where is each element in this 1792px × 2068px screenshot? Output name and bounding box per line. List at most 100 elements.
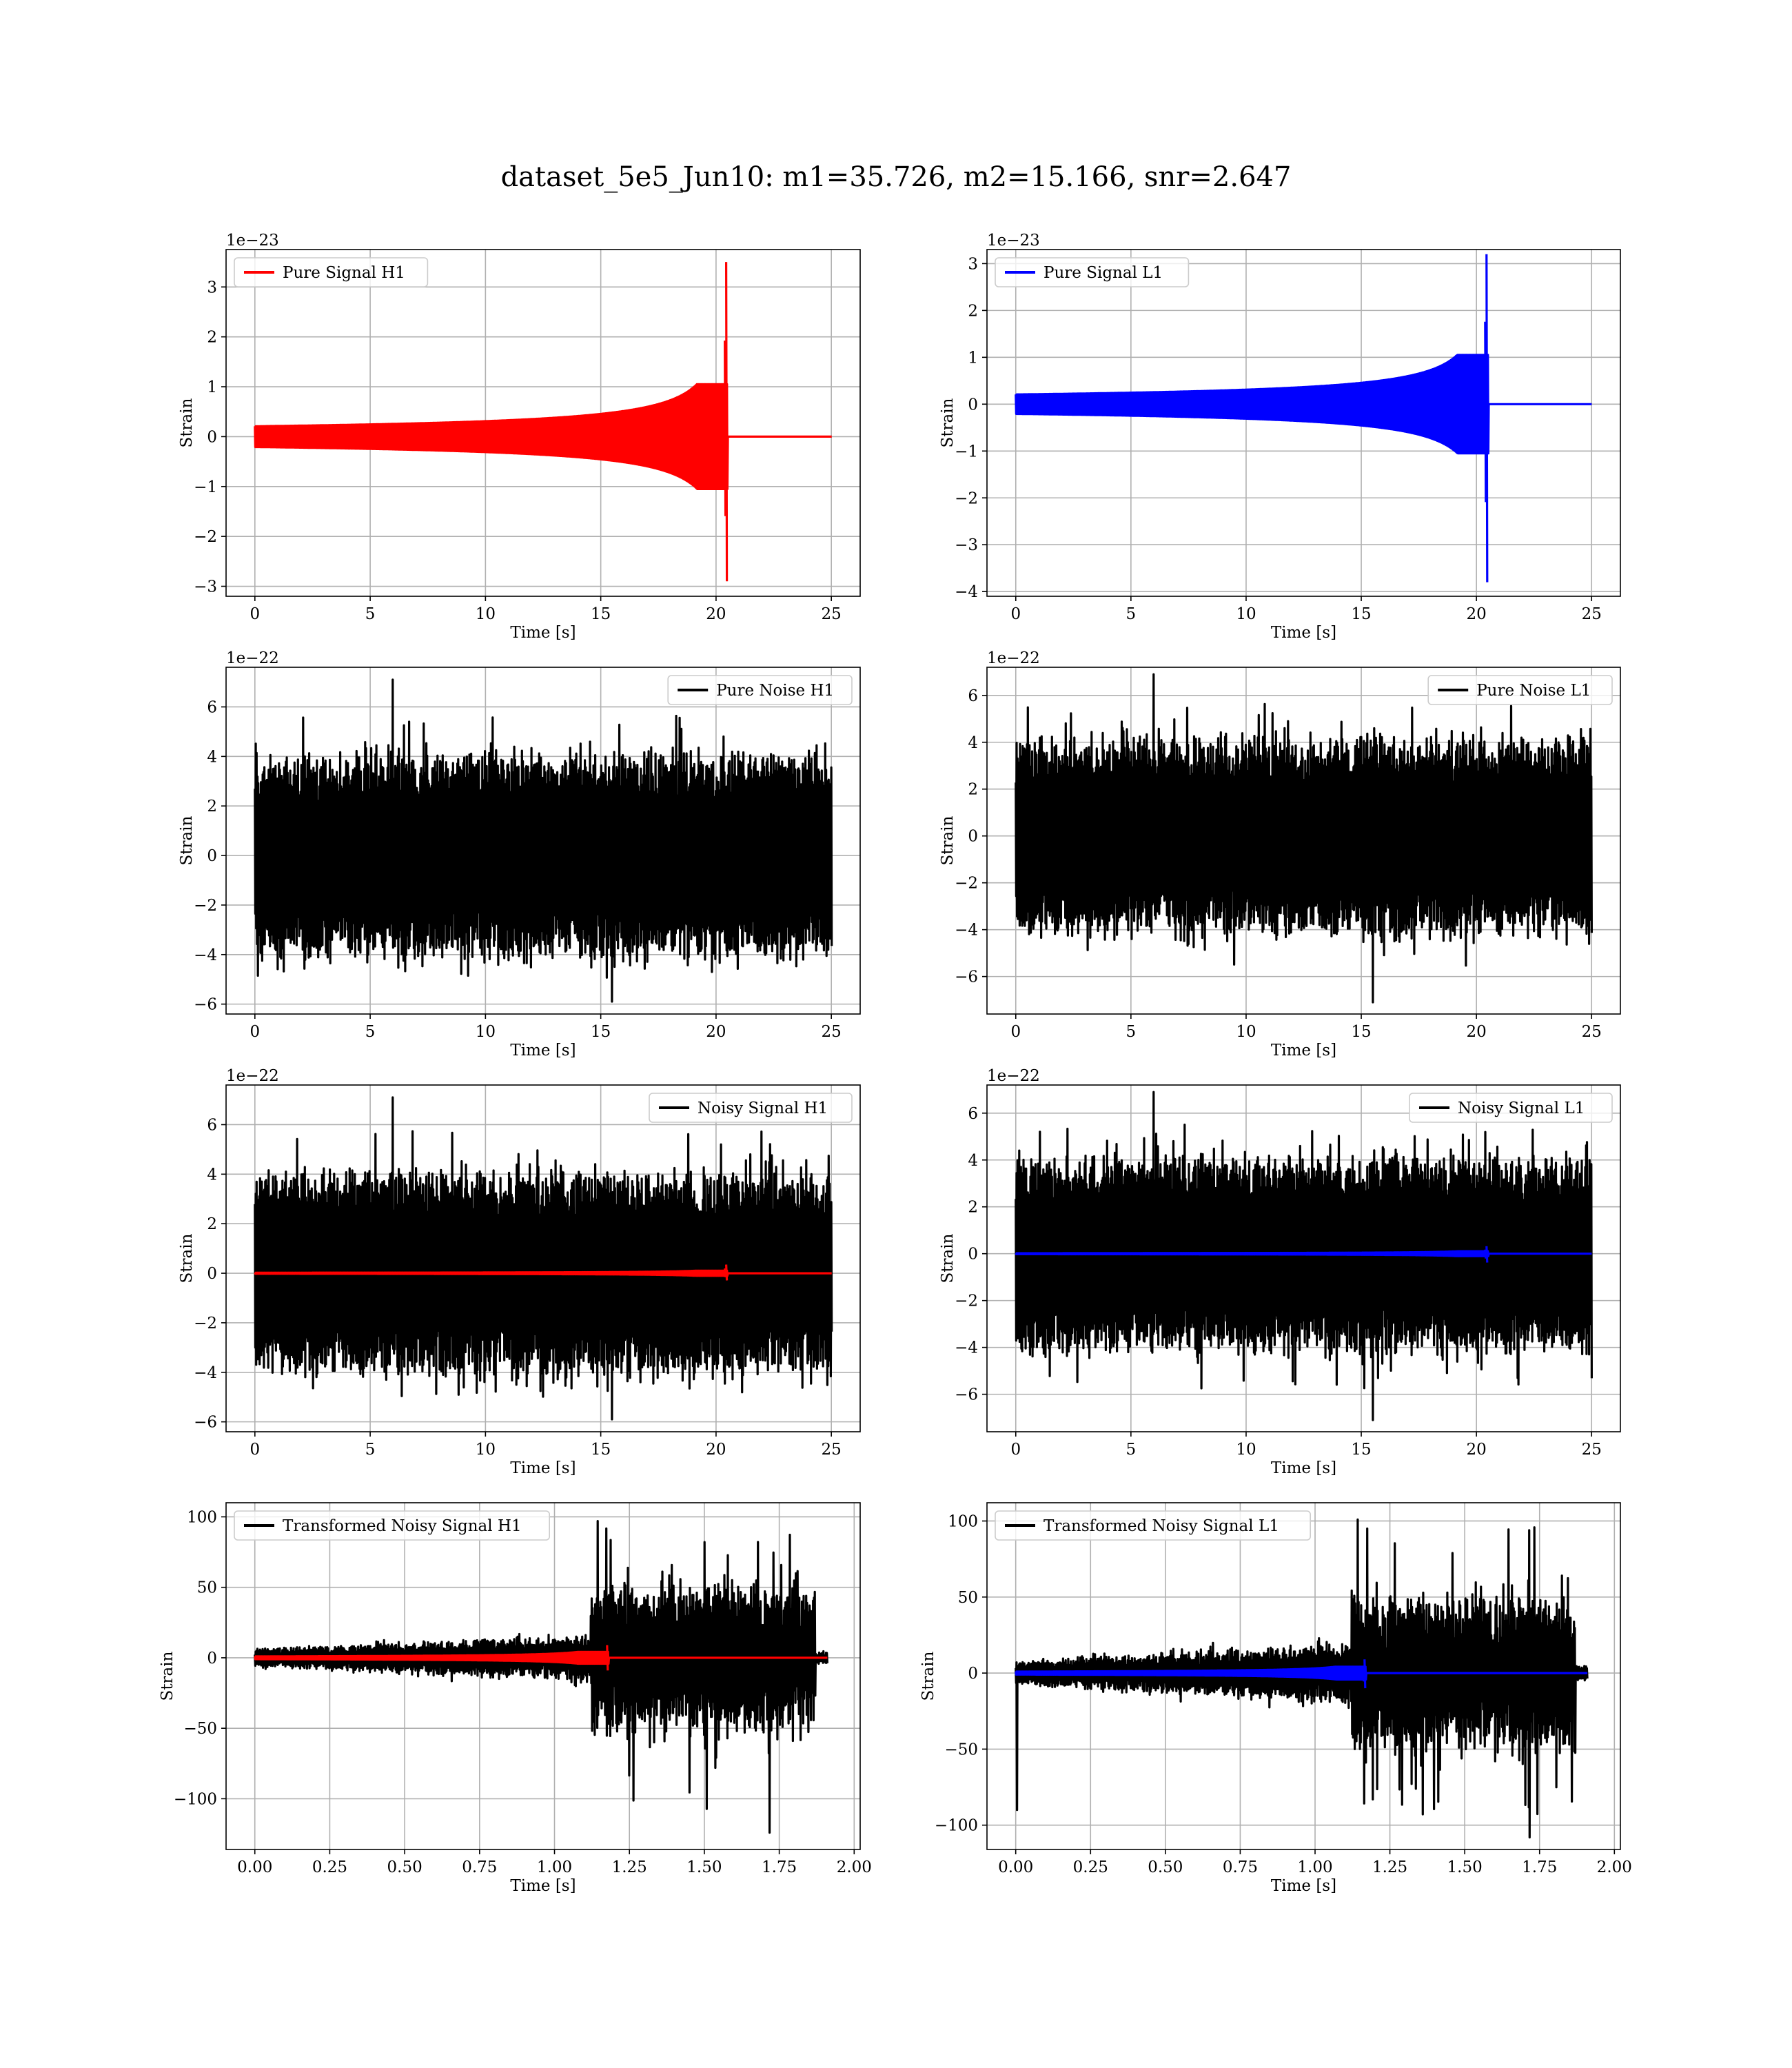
x-tick-label: 10 [1236, 605, 1256, 623]
plot-area [1015, 1518, 1589, 1838]
legend-label: Pure Noise H1 [716, 682, 834, 700]
y-tick-label: −3 [194, 578, 217, 596]
y-tick-label: 3 [968, 255, 978, 273]
x-tick-label: 25 [822, 1023, 842, 1041]
x-tick-label: 1.50 [686, 1858, 722, 1876]
legend-box [234, 1510, 551, 1541]
subplot-pure-signal-l1: 0 5 10 15 20 25 −4 −3 −2 −1 0 1 2 3 Time [s] Strain 1e−2… [939, 232, 1621, 642]
legend: Pure Noise L1 [1427, 675, 1613, 705]
y-axis-label: Strain [178, 398, 196, 447]
x-tick-label: 0 [1010, 1441, 1021, 1459]
y-tick-label: −100 [174, 1790, 217, 1808]
legend-label: Pure Noise L1 [1476, 682, 1591, 700]
y-tick-label: 2 [207, 1215, 217, 1233]
series-line-chirp [254, 1645, 828, 1671]
y-tick-label: −6 [194, 1414, 217, 1432]
y-tick-label: 2 [207, 798, 217, 815]
series-line-noise [254, 1096, 833, 1421]
plot-area [1015, 673, 1593, 1004]
axes-frame [986, 667, 1621, 1015]
y-tick-label: −1 [194, 478, 217, 496]
y-tick-label: 0 [968, 1665, 978, 1683]
x-tick-label: 10 [476, 605, 496, 623]
series-line-chirp [1015, 1246, 1593, 1263]
plot-area [1015, 254, 1593, 582]
y-tick-label: −2 [194, 897, 217, 915]
x-tick-label: 25 [1582, 1023, 1602, 1041]
x-tick-label: 20 [1466, 1023, 1486, 1041]
x-tick-label: 1.00 [1297, 1858, 1332, 1876]
x-tick-label: 10 [476, 1023, 496, 1041]
y-tick-label: −50 [944, 1741, 978, 1758]
x-tick-label: 5 [365, 1023, 376, 1041]
legend: Noisy Signal H1 [649, 1093, 853, 1123]
x-tick-label: 1.75 [1522, 1858, 1557, 1876]
legend: Noisy Signal L1 [1409, 1093, 1613, 1123]
subplot-transformed-noisy-signal-h1: 0.00 0.25 0.50 0.75 1.00 1.25 1.50 1.75 2.00 −100… [159, 1502, 872, 1895]
x-axis-label: Time [s] [1271, 1877, 1336, 1895]
y-axis-label: Strain [919, 1651, 937, 1701]
y-tick-label: −4 [955, 583, 978, 601]
legend-box [995, 1510, 1312, 1541]
y-axis-label: Strain [178, 1233, 196, 1283]
x-tick-label: 1.50 [1447, 1858, 1483, 1876]
y-tick-label: −50 [183, 1720, 217, 1738]
x-tick-label: 25 [1582, 605, 1602, 623]
x-axis-label: Time [s] [510, 624, 576, 642]
x-tick-label: 5 [365, 1441, 376, 1459]
axes-frame [986, 1502, 1621, 1850]
subplot-noisy-signal-h1: 0 5 10 15 20 25 −6 −4 −2 0 2 4 6 Time [s] Strain 1e−22 N… [178, 1067, 861, 1477]
x-tick-label: 15 [1351, 605, 1371, 623]
x-tick-label: 0 [250, 1441, 260, 1459]
series-line-chirp [1015, 254, 1593, 582]
x-tick-label: 0 [1010, 1023, 1021, 1041]
x-tick-label: 1.25 [612, 1858, 647, 1876]
axes-frame [225, 249, 861, 597]
y-tick-label: 1 [968, 349, 978, 367]
x-axis-label: Time [s] [510, 1877, 576, 1895]
x-tick-label: 15 [1351, 1441, 1371, 1459]
x-axis-label: Time [s] [1271, 624, 1336, 642]
x-tick-label: 20 [1466, 1441, 1486, 1459]
y-axis-label: Strain [178, 815, 196, 865]
x-tick-label: 20 [706, 1441, 726, 1459]
x-tick-label: 20 [1466, 605, 1486, 623]
legend: Transformed Noisy Signal H1 [234, 1510, 551, 1541]
y-tick-label: 100 [187, 1508, 217, 1526]
series-line-whitened [254, 1520, 828, 1834]
subplot-pure-noise-l1: 0 5 10 15 20 25 −6 −4 −2 0 2 4 6 Time [s] Strain 1e−22 P… [939, 649, 1621, 1060]
y-tick-label: −3 [955, 536, 978, 554]
y-tick-label: −4 [955, 922, 978, 940]
y-offset-text: 1e−23 [987, 232, 1040, 250]
x-tick-label: 15 [1351, 1023, 1371, 1041]
x-tick-label: 0.25 [1073, 1858, 1108, 1876]
x-tick-label: 0 [250, 1023, 260, 1041]
x-tick-label: 0.75 [1223, 1858, 1258, 1876]
legend-label: Pure Signal H1 [283, 264, 405, 282]
y-tick-label: 50 [197, 1579, 217, 1597]
legend-box [649, 1093, 853, 1123]
y-tick-label: 4 [207, 748, 217, 766]
subplot-transformed-noisy-signal-l1: 0.00 0.25 0.50 0.75 1.00 1.25 1.50 1.75 2.00 −100… [919, 1502, 1632, 1895]
y-tick-label: −2 [194, 528, 217, 546]
legend: Pure Noise H1 [667, 675, 853, 705]
x-tick-label: 10 [1236, 1441, 1256, 1459]
plot-area [254, 1096, 833, 1421]
y-offset-text: 1e−23 [226, 232, 279, 250]
y-tick-label: −6 [955, 969, 978, 986]
x-axis-label: Time [s] [510, 1459, 576, 1477]
y-tick-label: 0 [207, 847, 217, 865]
legend-label: Transformed Noisy Signal H1 [283, 1517, 522, 1535]
x-axis-label: Time [s] [510, 1042, 576, 1060]
legend-box [1427, 675, 1613, 705]
y-tick-label: 4 [968, 734, 978, 752]
axes-frame [986, 249, 1621, 597]
series-line-noise [1015, 1091, 1593, 1421]
y-tick-label: −6 [955, 1386, 978, 1404]
plot-area [1015, 1091, 1593, 1421]
series-line-whitened [1015, 1518, 1589, 1838]
legend-label: Pure Signal L1 [1043, 264, 1163, 282]
y-tick-label: 4 [968, 1152, 978, 1170]
legend-label: Transformed Noisy Signal L1 [1043, 1517, 1279, 1535]
